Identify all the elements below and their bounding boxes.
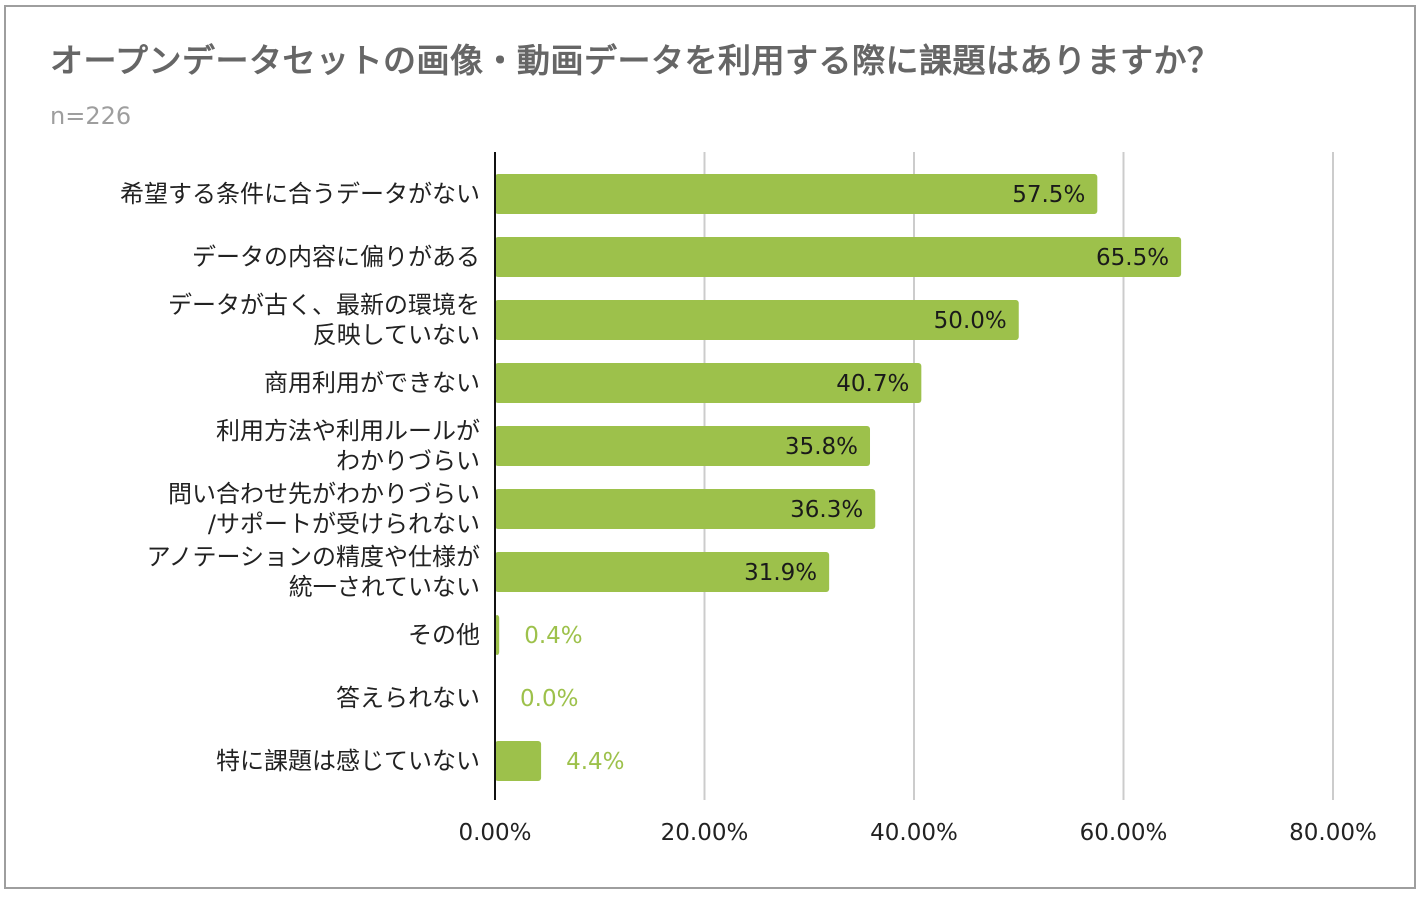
value-label: 50.0%: [934, 308, 1007, 334]
category-label: 利用方法や利用ルールがわかりづらい: [216, 417, 480, 475]
bar: [495, 174, 1098, 214]
category-label: データが古く、最新の環境を反映していない: [168, 291, 480, 349]
bar: [495, 426, 871, 466]
bar: [495, 489, 876, 529]
value-label: 0.4%: [524, 623, 582, 649]
category-label: データの内容に偏りがある: [192, 243, 480, 271]
chart-subtitle: n=226: [50, 102, 132, 130]
chart-title: オープンデータセットの画像・動画データを利用する際に課題はありますか？: [50, 41, 1221, 80]
category-label: その他: [408, 621, 480, 649]
bar: [495, 237, 1182, 277]
bar: [495, 552, 830, 592]
category-labels: 希望する条件に合うデータがないデータの内容に偏りがあるデータが古く、最新の環境を…: [120, 180, 480, 775]
value-label: 4.4%: [566, 749, 624, 775]
value-labels: 57.5% 65.5% 50.0% 40.7% 35.8% 36.3% 31.9% 0.4% 0…: [520, 182, 1169, 775]
category-label: 問い合わせ先がわかりづらい/サポートが受けられない: [168, 480, 480, 538]
value-label: 31.9%: [744, 560, 817, 586]
value-label: 57.5%: [1012, 182, 1085, 208]
bar: [495, 300, 1019, 340]
x-tick-label: 60.00%: [1080, 820, 1168, 846]
bar: [495, 741, 542, 781]
value-label: 40.7%: [836, 371, 909, 397]
category-label: 特に課題は感じていない: [216, 747, 480, 775]
bar: [495, 363, 922, 403]
x-tick-label: 80.00%: [1289, 820, 1377, 846]
value-label: 65.5%: [1096, 245, 1169, 271]
x-tick-labels: 0.00% 20.00% 40.00% 60.00% 80.00%: [458, 820, 1376, 846]
category-label: 答えられない: [336, 684, 480, 712]
x-tick-label: 20.00%: [661, 820, 749, 846]
category-label: 希望する条件に合うデータがない: [120, 180, 480, 208]
bar: [495, 615, 500, 655]
value-label: 36.3%: [790, 497, 863, 523]
category-label: アノテーションの精度や仕様が統一されていない: [147, 543, 480, 601]
value-label: 0.0%: [520, 686, 578, 712]
x-tick-label: 40.00%: [870, 820, 958, 846]
bars: [495, 174, 1182, 781]
x-tick-label: 0.00%: [458, 820, 531, 846]
category-label: 商用利用ができない: [264, 369, 480, 397]
value-label: 35.8%: [785, 434, 858, 460]
